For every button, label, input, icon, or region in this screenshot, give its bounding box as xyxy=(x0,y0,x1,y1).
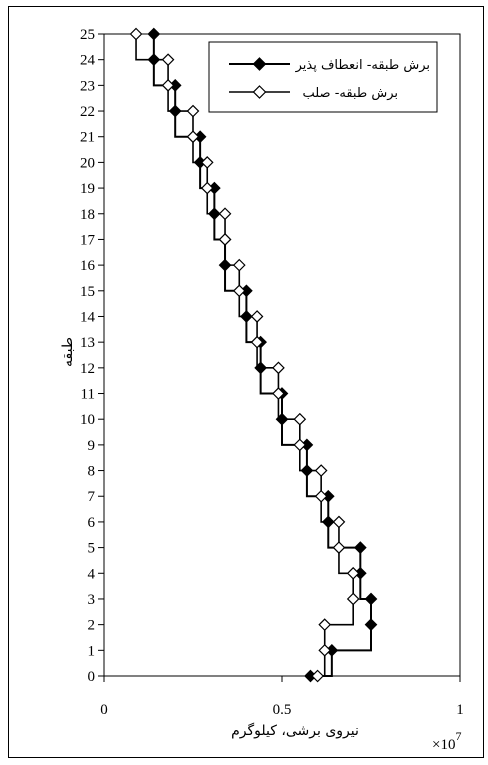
data-point xyxy=(346,566,360,580)
y-tick-label: 18 xyxy=(80,207,95,223)
data-point xyxy=(161,79,175,92)
data-point xyxy=(353,541,367,554)
data-point xyxy=(218,207,232,221)
y-tick-label: 4 xyxy=(88,566,96,582)
y-tick-label: 10 xyxy=(80,412,95,428)
legend-label-flexible: برش طبقه- انعطاف پذیر xyxy=(295,58,430,73)
y-tick-label: 0 xyxy=(88,669,96,685)
y-tick-label: 15 xyxy=(80,284,95,300)
data-point xyxy=(364,618,378,631)
series-line xyxy=(152,34,372,677)
x-axis-multiplier-exponent: 7 xyxy=(455,729,461,743)
data-point xyxy=(314,464,328,477)
y-tick-label: 2 xyxy=(88,618,96,634)
legend: برش طبقه- انعطاف پذیر برش طبقه- صلب xyxy=(208,41,438,113)
legend-box xyxy=(208,41,438,113)
y-tick-label: 8 xyxy=(88,464,96,480)
data-point xyxy=(272,387,285,400)
y-tick-label: 25 xyxy=(80,27,95,43)
x-axis: 0 0.5 1 xyxy=(100,676,464,718)
data-point xyxy=(200,156,214,169)
series-layer xyxy=(129,27,378,683)
y-tick-label: 9 xyxy=(88,438,96,454)
series-0 xyxy=(147,27,378,683)
data-point xyxy=(318,618,332,631)
y-tick-label: 1 xyxy=(88,643,96,659)
y-tick-label: 3 xyxy=(88,592,96,608)
data-point xyxy=(346,592,360,606)
data-point xyxy=(250,310,264,323)
legend-marker-flexible xyxy=(252,57,267,71)
y-tick-label: 24 xyxy=(80,53,96,69)
data-point xyxy=(161,53,175,67)
y-tick-label: 6 xyxy=(88,515,96,531)
data-point xyxy=(232,284,246,298)
data-point xyxy=(232,258,246,272)
y-tick-label: 11 xyxy=(81,387,95,403)
plot-area xyxy=(103,33,461,677)
data-point xyxy=(147,27,161,41)
x-axis-multiplier: ×107 xyxy=(432,729,461,753)
data-point xyxy=(293,412,307,426)
y-axis: 0123456789101112131415161718192021222324… xyxy=(80,27,104,685)
y-tick-label: 17 xyxy=(80,232,96,248)
data-point xyxy=(218,233,232,246)
y-tick-label: 14 xyxy=(80,309,96,325)
y-tick-label: 5 xyxy=(88,541,96,557)
data-point xyxy=(200,181,214,195)
y-axis-title: طبقه xyxy=(60,337,76,367)
y-tick-label: 12 xyxy=(80,361,95,377)
x-tick-label: 0 xyxy=(100,702,108,718)
data-point xyxy=(272,361,285,375)
series-1 xyxy=(129,27,360,683)
y-tick-label: 7 xyxy=(88,489,96,505)
series-line xyxy=(135,34,354,677)
data-point xyxy=(314,489,328,503)
legend-marker-rigid xyxy=(252,85,267,99)
y-tick-label: 20 xyxy=(80,155,95,171)
data-point xyxy=(186,104,200,118)
chart-frame xyxy=(8,6,484,758)
y-tick-label: 13 xyxy=(80,335,95,351)
data-point xyxy=(250,335,264,349)
y-tick-label: 22 xyxy=(80,104,95,120)
y-tick-label: 23 xyxy=(80,78,95,94)
y-tick-label: 19 xyxy=(80,181,95,197)
data-point xyxy=(364,592,378,606)
data-point xyxy=(318,643,332,657)
data-point xyxy=(293,438,307,452)
data-point xyxy=(311,669,324,683)
y-tick-label: 21 xyxy=(80,130,95,146)
legend-label-rigid: برش طبقه- صلب xyxy=(302,86,398,101)
y-tick-label: 16 xyxy=(80,258,96,274)
data-point xyxy=(129,27,143,41)
data-point xyxy=(186,130,200,144)
x-tick-label: 1 xyxy=(456,702,464,718)
x-axis-title: نیروی برشی، کیلوگرم xyxy=(231,722,359,739)
data-point xyxy=(332,541,346,554)
x-tick-label: 0.5 xyxy=(273,702,292,718)
data-point xyxy=(332,515,346,529)
